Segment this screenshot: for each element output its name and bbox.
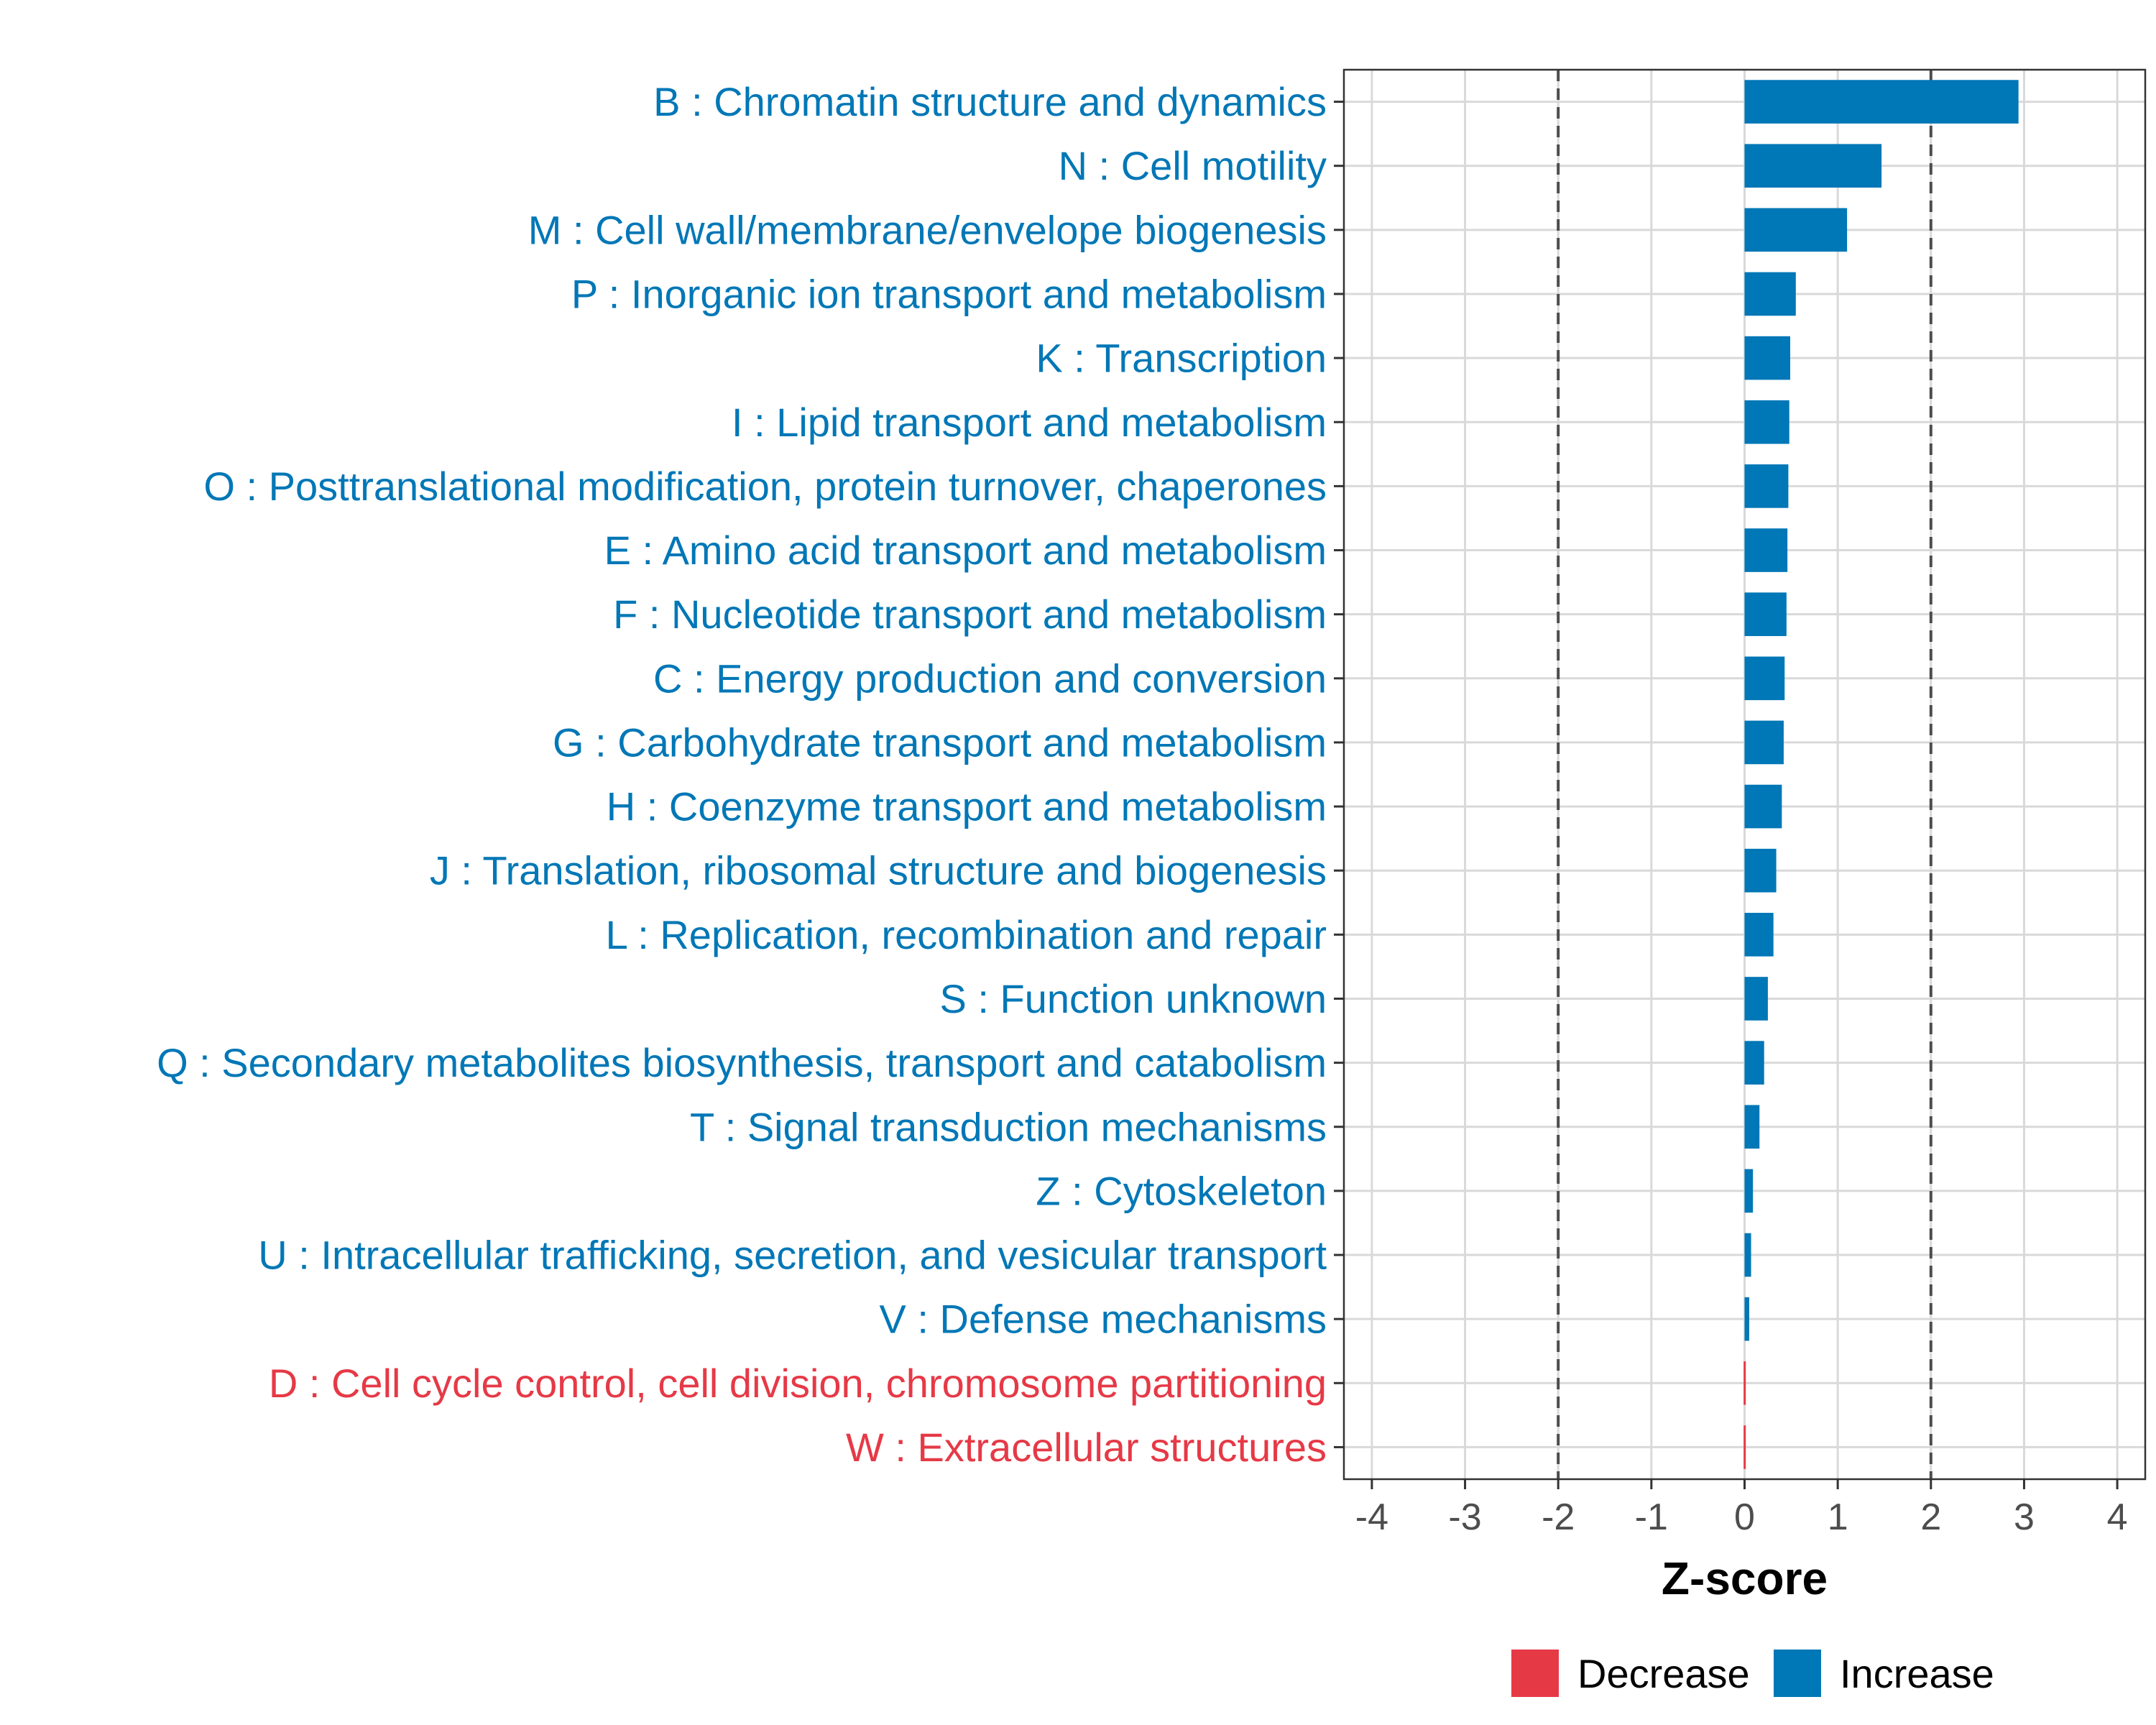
category-label: O : Posttranslational modification, prot… <box>203 464 1327 509</box>
bar <box>1744 272 1796 316</box>
x-tick-label: 4 <box>2107 1496 2128 1538</box>
category-labels: B : Chromatin structure and dynamics N : … <box>157 79 1327 1470</box>
category-label: W : Extracellular structures <box>846 1425 1327 1470</box>
category-label: P : Inorganic ion transport and metaboli… <box>571 271 1327 316</box>
bar <box>1744 592 1787 636</box>
x-tick-label: -3 <box>1448 1496 1481 1538</box>
bar <box>1744 528 1788 572</box>
bar <box>1744 80 2019 124</box>
x-tick-label: 2 <box>1920 1496 1941 1538</box>
bar <box>1744 144 1882 188</box>
category-label: B : Chromatin structure and dynamics <box>653 79 1327 124</box>
bar <box>1744 720 1784 765</box>
legend: Decrease Increase <box>1511 1650 1994 1697</box>
category-label: S : Function unknown <box>939 976 1327 1021</box>
axis-ticks <box>1334 101 2119 1489</box>
bars <box>1743 80 2019 1469</box>
category-label: U : Intracellular trafficking, secretion… <box>258 1233 1327 1278</box>
category-label: I : Lipid transport and metabolism <box>732 400 1327 445</box>
bar <box>1744 784 1782 829</box>
bar <box>1744 977 1768 1021</box>
category-label: N : Cell motility <box>1059 143 1327 188</box>
bar <box>1744 848 1777 893</box>
category-label: T : Signal transduction mechanisms <box>690 1104 1327 1149</box>
x-tick-label: 1 <box>1828 1496 1848 1538</box>
category-label: D : Cell cycle control, cell division, c… <box>269 1361 1327 1406</box>
bar <box>1744 1105 1760 1149</box>
x-axis-title: Z-score <box>1662 1552 1828 1604</box>
bar <box>1744 1041 1764 1085</box>
category-label: J : Translation, ribosomal structure and… <box>430 848 1327 893</box>
bar <box>1744 400 1789 444</box>
category-label: F : Nucleotide transport and metabolism <box>613 592 1327 637</box>
category-label: H : Coenzyme transport and metabolism <box>607 784 1327 829</box>
legend-increase-label: Increase <box>1840 1651 1994 1696</box>
legend-increase-swatch <box>1774 1650 1821 1697</box>
x-tick-label: 0 <box>1734 1496 1755 1538</box>
bar <box>1744 208 1848 252</box>
bar <box>1744 1233 1751 1277</box>
bar <box>1744 464 1789 508</box>
category-label: E : Amino acid transport and metabolism <box>604 528 1327 573</box>
bar <box>1743 1361 1746 1405</box>
x-tick-label: -2 <box>1542 1496 1575 1538</box>
x-tick-labels: -4 -3 -2 -1 0 1 2 3 4 <box>1355 1496 2128 1538</box>
category-label: Z : Cytoskeleton <box>1036 1168 1327 1213</box>
reference-lines <box>1557 70 1932 1479</box>
bar <box>1744 1297 1749 1341</box>
bar <box>1743 1425 1746 1469</box>
legend-decrease-label: Decrease <box>1577 1651 1750 1696</box>
bar <box>1744 336 1791 380</box>
category-label: L : Replication, recombination and repai… <box>606 912 1327 957</box>
category-label: G : Carbohydrate transport and metabolis… <box>553 719 1327 765</box>
x-tick-label: -1 <box>1635 1496 1668 1538</box>
category-label: V : Defense mechanisms <box>880 1297 1327 1342</box>
category-label: M : Cell wall/membrane/envelope biogenes… <box>528 207 1327 252</box>
x-tick-label: -4 <box>1355 1496 1388 1538</box>
bar <box>1744 913 1774 957</box>
category-label: Q : Secondary metabolites biosynthesis, … <box>157 1040 1327 1085</box>
category-label: K : Transcription <box>1036 336 1327 381</box>
legend-decrease-swatch <box>1511 1650 1559 1697</box>
bar <box>1744 1169 1754 1213</box>
x-tick-label: 3 <box>2014 1496 2035 1538</box>
category-label: C : Energy production and conversion <box>653 656 1327 701</box>
bar <box>1744 656 1785 701</box>
